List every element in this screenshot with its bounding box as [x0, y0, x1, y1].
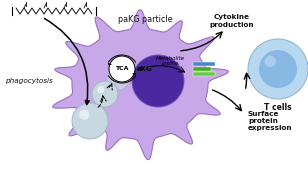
Circle shape [97, 86, 104, 93]
Text: Metabolite
profile: Metabolite profile [156, 56, 184, 66]
Text: T cells: T cells [264, 102, 292, 112]
Circle shape [72, 103, 108, 139]
Circle shape [109, 56, 135, 82]
Circle shape [132, 55, 184, 107]
Polygon shape [53, 10, 229, 160]
Text: Cytokine
production: Cytokine production [210, 15, 254, 28]
Circle shape [248, 39, 308, 99]
Circle shape [92, 81, 118, 107]
Circle shape [79, 110, 89, 120]
Bar [193, 72, 215, 76]
Text: paKG particle: paKG particle [118, 15, 172, 23]
Circle shape [111, 72, 118, 78]
Circle shape [107, 68, 129, 90]
Bar [193, 67, 211, 71]
Text: aKG: aKG [137, 66, 153, 72]
Circle shape [259, 50, 297, 88]
Circle shape [265, 56, 276, 67]
Text: TCA: TCA [115, 67, 129, 71]
Bar [193, 62, 215, 66]
Text: phagocytosis: phagocytosis [5, 78, 53, 84]
Text: Surface
protein
expression: Surface protein expression [248, 111, 293, 131]
